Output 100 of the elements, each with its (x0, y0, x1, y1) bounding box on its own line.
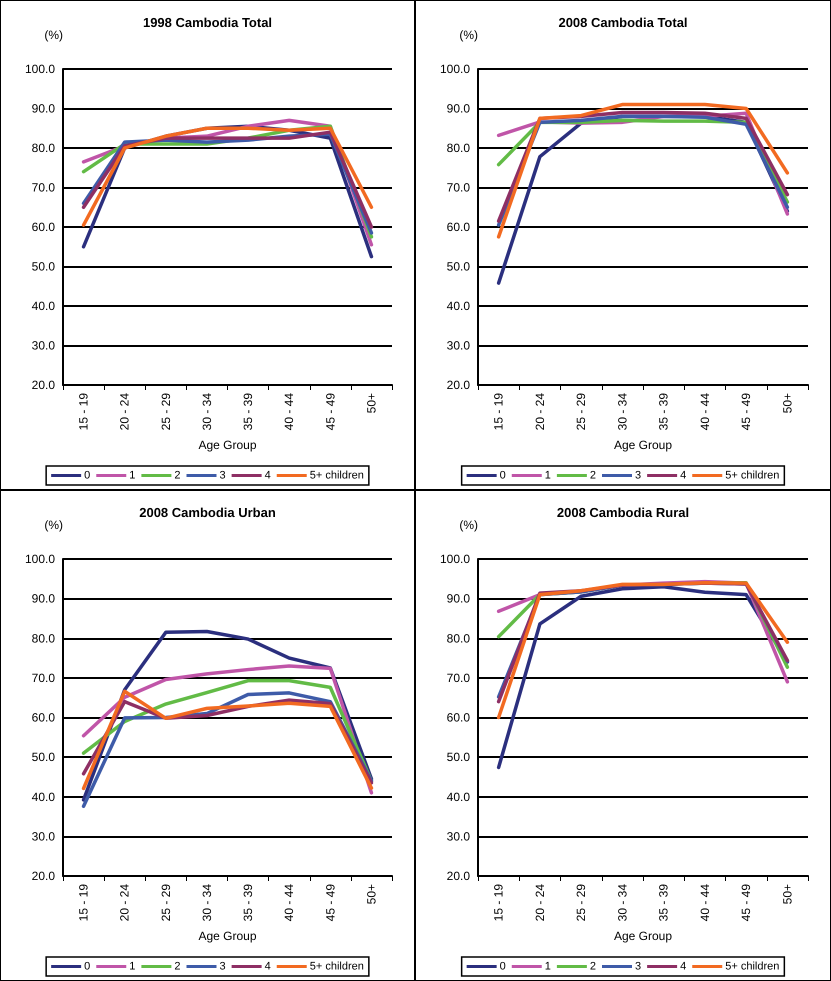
y-tick-label: 100.0 (24, 62, 56, 76)
y-tick-label: 60.0 (32, 710, 56, 724)
legend-label: 5+ children (725, 960, 780, 972)
x-tick-label: 50+ (364, 393, 378, 414)
x-tick-label: 20 - 24 (532, 392, 547, 430)
legend-label: 3 (635, 960, 642, 972)
legend-label: 2 (174, 470, 181, 482)
legend-label: 0 (500, 470, 506, 482)
legend-label: 2 (590, 960, 596, 972)
x-tick-label: 30 - 34 (200, 392, 214, 430)
legend-label: 4 (680, 960, 686, 972)
y-tick-label: 90.0 (446, 592, 470, 606)
legend-label: 0 (500, 960, 506, 972)
x-tick-label: 15 - 19 (76, 884, 91, 922)
x-tick-label: 30 - 34 (615, 392, 630, 430)
x-tick-label: 40 - 44 (698, 392, 712, 430)
x-tick-label: 45 - 49 (739, 884, 754, 922)
legend-label: 0 (84, 470, 90, 482)
legend-label: 3 (220, 960, 226, 972)
x-tick-label: 45 - 49 (739, 392, 754, 430)
x-tick-label: 50+ (364, 884, 378, 904)
x-axis-title: Age Group (614, 929, 672, 943)
x-axis-title: Age Group (198, 438, 257, 452)
y-tick-label: 80.0 (446, 141, 470, 155)
y-tick-label: 30.0 (32, 829, 56, 844)
x-tick-label: 20 - 24 (118, 884, 132, 922)
y-tick-label: 20.0 (32, 378, 56, 392)
x-tick-label: 15 - 19 (492, 392, 506, 430)
y-tick-label: 90.0 (32, 102, 56, 116)
legend-label: 0 (84, 960, 90, 972)
y-tick-label: 60.0 (446, 220, 470, 234)
y-axis-title: (%) (459, 518, 478, 532)
legend-label: 3 (635, 470, 642, 482)
x-tick-label: 15 - 19 (76, 392, 91, 430)
y-tick-label: 80.0 (446, 631, 470, 646)
y-tick-label: 40.0 (32, 299, 56, 313)
x-tick-label: 40 - 44 (282, 392, 296, 430)
y-tick-label: 20.0 (32, 869, 56, 883)
y-tick-label: 80.0 (32, 631, 56, 646)
x-tick-label: 50+ (780, 884, 794, 904)
x-tick-label: 20 - 24 (118, 392, 132, 430)
legend-label: 2 (174, 960, 181, 972)
y-tick-label: 50.0 (446, 260, 470, 274)
x-tick-label: 30 - 34 (615, 884, 630, 922)
y-tick-label: 50.0 (32, 260, 56, 274)
y-tick-label: 40.0 (446, 299, 470, 313)
y-tick-label: 70.0 (446, 180, 470, 194)
legend-label: 4 (680, 470, 686, 482)
x-tick-label: 35 - 39 (656, 884, 671, 922)
y-tick-label: 20.0 (446, 869, 470, 883)
x-tick-label: 35 - 39 (241, 392, 256, 430)
legend-label: 1 (129, 960, 136, 972)
x-tick-label: 25 - 29 (158, 392, 173, 430)
x-tick-label: 50+ (780, 393, 794, 414)
legend-label: 5+ children (310, 960, 364, 972)
chart-title: 2008 Cambodia Rural (556, 505, 690, 520)
x-axis-title: Age Group (614, 438, 672, 452)
x-tick-label: 45 - 49 (323, 884, 338, 922)
y-axis-title: (%) (459, 28, 478, 42)
y-tick-label: 80.0 (32, 141, 56, 155)
y-tick-label: 50.0 (446, 750, 470, 764)
x-tick-label: 40 - 44 (282, 884, 296, 922)
y-tick-label: 100.0 (24, 552, 56, 566)
chart-title: 2008 Cambodia Urban (139, 505, 276, 520)
legend-label: 4 (264, 470, 271, 482)
y-tick-label: 100.0 (440, 552, 470, 566)
legend-label: 1 (129, 470, 136, 482)
y-tick-label: 60.0 (32, 220, 56, 234)
legend-label: 5+ children (725, 470, 780, 482)
y-tick-label: 70.0 (32, 670, 56, 685)
chart-title: 2008 Cambodia Total (558, 15, 688, 30)
y-axis-title: (%) (44, 28, 63, 42)
x-tick-label: 25 - 29 (574, 392, 588, 430)
y-tick-label: 40.0 (446, 790, 470, 804)
legend-label: 2 (590, 470, 596, 482)
y-tick-label: 30.0 (32, 338, 56, 352)
legend-label: 5+ children (310, 470, 364, 482)
x-tick-label: 15 - 19 (492, 884, 506, 922)
x-axis-title: Age Group (198, 929, 257, 943)
x-tick-label: 30 - 34 (200, 884, 214, 922)
x-tick-label: 35 - 39 (656, 392, 671, 430)
x-tick-label: 25 - 29 (158, 884, 173, 922)
y-tick-label: 30.0 (446, 338, 470, 352)
y-tick-label: 100.0 (440, 62, 470, 76)
y-tick-label: 50.0 (32, 750, 56, 764)
line-series (496, 102, 790, 239)
legend-label: 3 (220, 470, 226, 482)
y-tick-label: 20.0 (446, 378, 470, 392)
x-tick-label: 45 - 49 (323, 392, 338, 430)
chart-title: 1998 Cambodia Total (142, 15, 272, 30)
y-tick-label: 90.0 (32, 592, 56, 606)
y-tick-label: 70.0 (32, 180, 56, 194)
y-tick-label: 30.0 (446, 829, 470, 844)
y-axis-title: (%) (44, 518, 63, 532)
y-tick-label: 90.0 (446, 102, 470, 116)
y-tick-label: 60.0 (446, 710, 470, 724)
legend-label: 4 (264, 960, 271, 972)
legend-label: 1 (544, 960, 551, 972)
x-tick-label: 40 - 44 (698, 884, 712, 922)
legend-label: 1 (544, 470, 551, 482)
